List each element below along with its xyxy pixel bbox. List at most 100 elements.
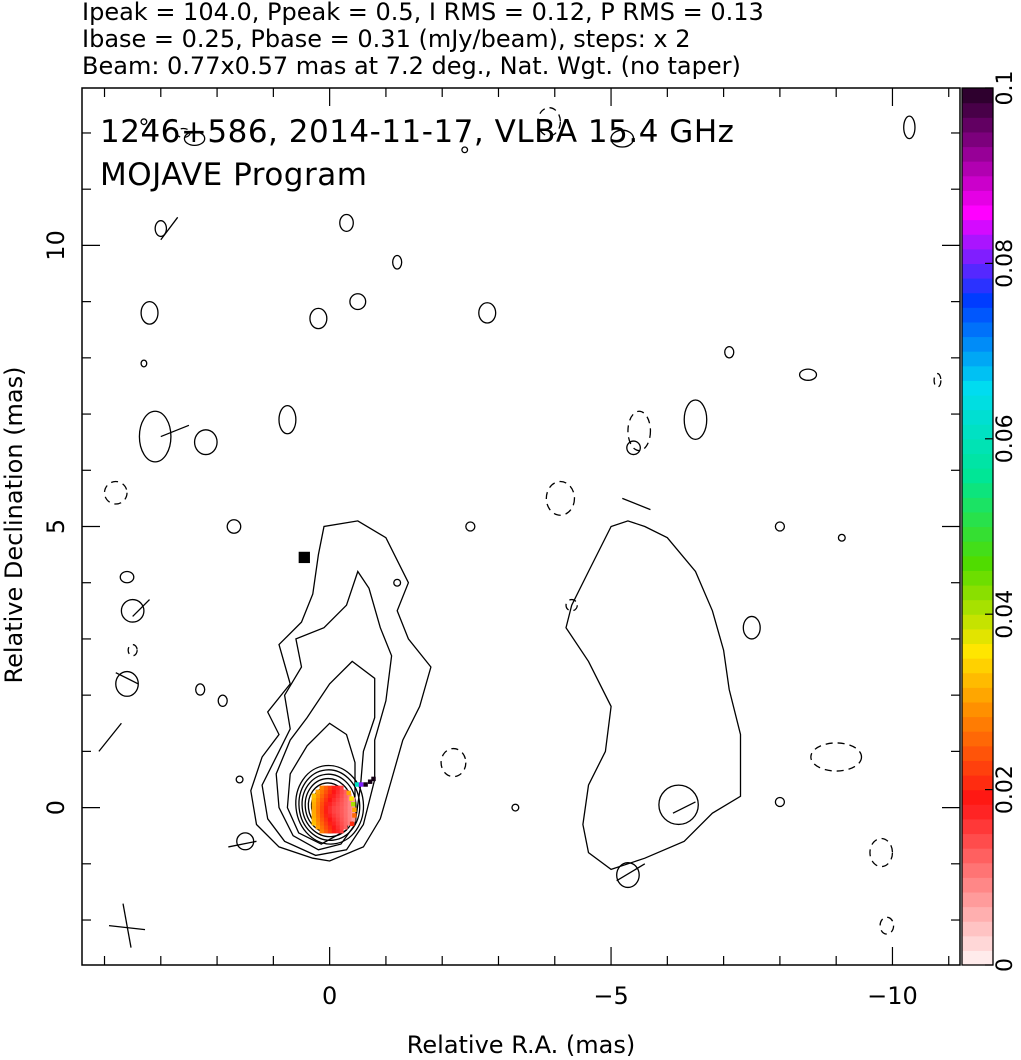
polarization-pixel bbox=[339, 813, 344, 818]
polarization-pixel bbox=[315, 813, 321, 818]
polarization-pixel bbox=[327, 801, 332, 806]
colorbar-step bbox=[962, 438, 993, 455]
colorbar-step bbox=[962, 263, 993, 279]
noise-contour bbox=[120, 598, 145, 623]
polarization-pixel bbox=[335, 801, 340, 806]
polarization-pixel bbox=[339, 797, 344, 802]
noise-contour bbox=[903, 115, 916, 140]
polarization-pixel bbox=[311, 805, 317, 810]
noise-contour bbox=[798, 368, 818, 381]
polarization-pixel bbox=[343, 817, 348, 822]
colorbar-step bbox=[962, 365, 993, 381]
polarization-pixel bbox=[343, 821, 348, 826]
polarization-pixel bbox=[371, 776, 376, 782]
polarization-pixel bbox=[367, 779, 373, 784]
polarization-pixel bbox=[311, 797, 317, 802]
polarization-pixel bbox=[331, 785, 336, 791]
colorbar-step bbox=[962, 497, 993, 513]
polarization-pixel bbox=[331, 817, 336, 822]
polarization-pixel bbox=[315, 809, 321, 814]
annotation-line: MOJAVE Program bbox=[100, 157, 367, 193]
polarization-pixel bbox=[319, 825, 324, 830]
polarization-pixel bbox=[335, 825, 340, 830]
colorbar-step bbox=[962, 234, 993, 250]
polarization-pixel bbox=[363, 782, 368, 787]
contour-segment bbox=[115, 672, 139, 685]
core-contour bbox=[298, 769, 361, 841]
colorbar-step bbox=[962, 760, 993, 776]
noise-contour bbox=[393, 578, 402, 587]
colorbar-step bbox=[962, 248, 993, 264]
polarization-pixel bbox=[331, 793, 336, 798]
noise-contour bbox=[140, 118, 148, 126]
polarization-pixel bbox=[349, 796, 354, 801]
polarization-pixel bbox=[323, 785, 328, 791]
polarization-pixel bbox=[339, 809, 344, 814]
polarization-pixel bbox=[327, 813, 332, 818]
colorbar-step bbox=[962, 906, 993, 922]
colorbar-tick-label: 0.08 bbox=[993, 239, 1018, 288]
polarization-pixel bbox=[327, 797, 332, 802]
polarization-pixel bbox=[343, 801, 348, 806]
polarization-pixel bbox=[311, 817, 317, 822]
colorbar-step bbox=[962, 687, 993, 703]
colorbar-step bbox=[962, 511, 993, 528]
contour-lines bbox=[98, 107, 942, 948]
polarization-pixel bbox=[323, 821, 328, 826]
axis-ticks bbox=[82, 88, 960, 965]
polarization-pixel bbox=[319, 817, 324, 822]
negative-contour bbox=[565, 598, 578, 612]
polarization-pixel bbox=[311, 809, 317, 814]
polarization-pixel bbox=[323, 813, 328, 818]
colorbar-step bbox=[962, 424, 993, 440]
filled-marker bbox=[298, 551, 310, 564]
colorbar-step bbox=[962, 833, 993, 849]
negative-contour bbox=[545, 480, 576, 516]
polarization-pixel bbox=[346, 790, 351, 796]
colorbar-step bbox=[962, 891, 993, 908]
colorbar-step bbox=[962, 555, 993, 571]
polarization-pixel bbox=[319, 789, 324, 795]
colorbar-step bbox=[962, 175, 993, 191]
colorbar-step bbox=[962, 102, 993, 118]
colorbar-border bbox=[961, 87, 994, 966]
negative-contour bbox=[933, 372, 942, 388]
colorbar-step bbox=[962, 818, 993, 835]
jet-contour-level-3 bbox=[275, 660, 376, 851]
polarization-pixel bbox=[343, 809, 348, 814]
polarization-pixel bbox=[327, 817, 332, 822]
noise-contour bbox=[154, 220, 168, 238]
polarization-pixel bbox=[327, 809, 332, 814]
negative-contour bbox=[440, 747, 467, 778]
polarization-pixel bbox=[339, 789, 344, 795]
polarization-pixel bbox=[343, 793, 348, 798]
y-tick-label: 10 bbox=[42, 230, 70, 261]
noise-contour bbox=[465, 521, 476, 532]
polarization-pixel bbox=[323, 825, 328, 830]
polarization-pixel bbox=[315, 797, 321, 802]
polarization-pixel bbox=[323, 817, 328, 822]
noise-contour bbox=[119, 570, 135, 584]
colorbar-tick-label: 0.04 bbox=[993, 590, 1018, 639]
polarization-pixel bbox=[335, 793, 340, 798]
polarization-pixel bbox=[351, 805, 356, 810]
polarization-pixel bbox=[327, 821, 332, 826]
polarization-pixel bbox=[347, 821, 352, 826]
colorbar-tick-label: 0.02 bbox=[993, 765, 1018, 814]
polarization-pixel bbox=[319, 828, 324, 834]
polarization-pixel bbox=[358, 782, 364, 787]
polarization-pixel bbox=[319, 821, 324, 826]
plot-frame bbox=[81, 87, 961, 966]
colorbar-step bbox=[962, 219, 993, 235]
colorbar-step bbox=[962, 380, 993, 396]
x-tick-label: 0 bbox=[322, 982, 337, 1010]
polarization-pixel bbox=[323, 809, 328, 814]
polarization-pixel bbox=[349, 821, 355, 827]
noise-contour bbox=[610, 129, 635, 148]
polarization-pixel bbox=[347, 805, 352, 810]
polarization-pixel bbox=[331, 809, 336, 814]
polarization-pixel bbox=[335, 817, 340, 822]
right-panel-contour bbox=[565, 520, 742, 871]
colorbar-tick-label: 0 bbox=[993, 958, 1018, 972]
header-line: Ipeak = 104.0, Ppeak = 0.5, I RMS = 0.12… bbox=[82, 0, 764, 26]
